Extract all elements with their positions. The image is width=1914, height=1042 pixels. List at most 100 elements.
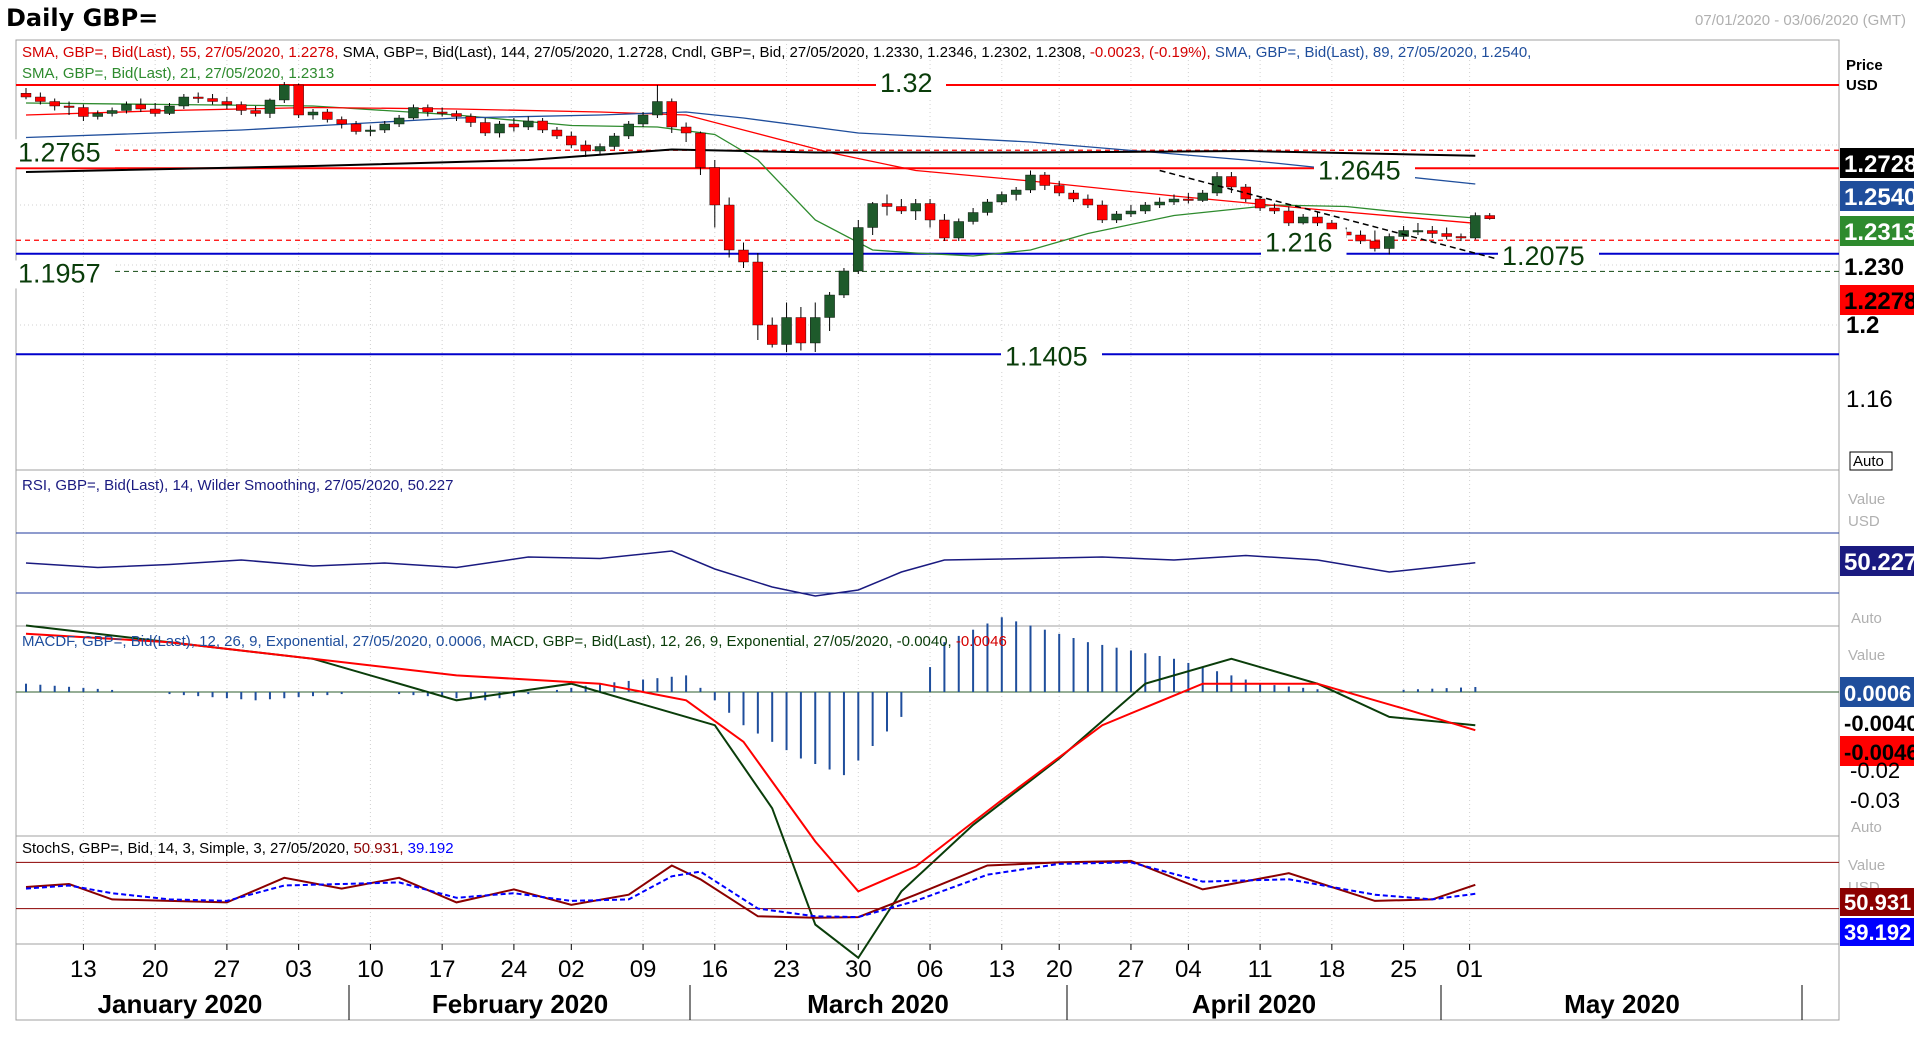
- macd-legend: MACDF, GBP=, Bid(Last), 12, 26, 9, Expon…: [22, 633, 1007, 650]
- price-badge-text: 1.2278: [1844, 288, 1914, 315]
- candle-body: [322, 111, 333, 120]
- price-legend: SMA, GBP=, Bid(Last), 55, 27/05/2020, 1.…: [22, 44, 1531, 61]
- candle-body: [867, 203, 878, 228]
- level-label: 1.1405: [1005, 341, 1088, 371]
- candle-body: [250, 110, 261, 114]
- candle-body: [1039, 174, 1051, 186]
- x-tick-label: 06: [917, 956, 944, 983]
- candle-body: [451, 113, 462, 117]
- candle-body: [422, 107, 433, 113]
- candle-body: [924, 203, 936, 221]
- candle-body: [523, 120, 534, 128]
- candle-body: [494, 123, 505, 134]
- level-label: 1.2645: [1318, 155, 1401, 185]
- x-tick-label: 02: [558, 956, 585, 983]
- candle-body: [580, 144, 591, 152]
- tick-label: 1.16: [1846, 386, 1893, 413]
- candle-body: [551, 129, 563, 137]
- x-tick-label: 11: [1248, 956, 1273, 983]
- trendline: [1159, 169, 1533, 270]
- macd-panel[interactable]: [15, 625, 1840, 837]
- rsi-axis-header: Value: [1848, 491, 1885, 508]
- candle-body: [781, 317, 792, 345]
- x-tick-label: 17: [429, 956, 456, 983]
- candle-body: [709, 167, 720, 206]
- x-tick-label: 13: [988, 956, 1015, 983]
- candle-body: [135, 104, 147, 110]
- candle-body: [1355, 234, 1366, 242]
- candle-body: [996, 194, 1007, 203]
- stoch-badge: [1840, 888, 1914, 916]
- month-label: May 2020: [1564, 989, 1680, 1019]
- macd-badge: [1840, 707, 1914, 737]
- x-tick-label: 20: [1046, 956, 1073, 983]
- price-badge: [1840, 181, 1914, 211]
- tick-label: 1.2: [1846, 312, 1879, 339]
- axis-header-price: Price: [1846, 57, 1883, 74]
- candle-body: [465, 116, 477, 123]
- candle-body: [566, 135, 577, 146]
- candle-body: [221, 101, 233, 105]
- auto-button: [1849, 451, 1893, 471]
- legend-part: SMA, GBP=, Bid(Last), 89, 27/05/2020, 1.…: [1215, 44, 1531, 61]
- candle-body: [480, 122, 491, 134]
- level-label-bg: [1261, 229, 1347, 258]
- candle-body: [1312, 216, 1323, 224]
- level-label-bg: [14, 139, 115, 168]
- candle-body: [1297, 216, 1309, 224]
- legend-part: SMA, GBP=, Bid(Last), 144, 27/05/2020, 1…: [343, 44, 672, 61]
- right-axis: Price USD 1.2728 1.2540 1.2313 1.230 1.22781.2…: [1840, 57, 1914, 946]
- candle-body: [293, 84, 304, 116]
- month-label: April 2020: [1192, 989, 1316, 1019]
- x-tick-label: 16: [701, 956, 728, 983]
- candle-body: [537, 120, 548, 131]
- price-badge-text: 1.2540: [1844, 184, 1914, 211]
- price-badge-text: 1.230: [1844, 254, 1904, 281]
- macd-badge: [1840, 677, 1914, 707]
- candle-body: [1111, 213, 1122, 221]
- price-badge: [1840, 251, 1914, 281]
- candle-body: [1254, 198, 1266, 209]
- candle-body: [1140, 204, 1151, 212]
- level-label: 1.2075: [1502, 241, 1585, 271]
- x-tick-label: 09: [630, 956, 657, 983]
- x-tick-label: 23: [773, 956, 800, 983]
- candle-body: [1082, 198, 1094, 206]
- candlestick-series: [20, 82, 1495, 352]
- candle-body: [149, 108, 161, 114]
- candle-body: [121, 104, 132, 111]
- candle-body: [1125, 210, 1137, 215]
- candle-body: [1470, 215, 1481, 239]
- candle-body: [752, 261, 764, 326]
- candle-body: [1484, 215, 1495, 219]
- candle-body: [838, 270, 850, 296]
- rsi-legend: RSI, GBP=, Bid(Last), 14, Wilder Smoothi…: [22, 477, 454, 494]
- candle-body: [236, 104, 247, 111]
- macd-axis-header: Value: [1848, 647, 1885, 664]
- candle-body: [350, 123, 362, 132]
- candle-body: [824, 294, 835, 318]
- macd-badge-text: -0.0046: [1844, 740, 1914, 765]
- month-label: January 2020: [98, 989, 263, 1019]
- legend-part: StochS, GBP=, Bid, 14, 3, Simple, 3, 27/…: [22, 840, 353, 857]
- candle-body: [508, 123, 520, 128]
- level-label: 1.216: [1265, 227, 1333, 257]
- candle-body: [810, 317, 821, 344]
- candle-body: [1427, 230, 1438, 234]
- stochastic-series: [16, 859, 1839, 919]
- candle-body: [1412, 230, 1424, 233]
- level-label-bg: [1498, 242, 1599, 271]
- price-badge-text: 1.2313: [1844, 219, 1914, 246]
- x-tick-label: 01: [1456, 956, 1483, 983]
- stoch-badge: [1840, 918, 1914, 946]
- rsi-line: [25, 550, 1476, 597]
- candle-body: [1025, 174, 1036, 191]
- stoch-badge-text: 39.192: [1844, 920, 1911, 945]
- candle-body: [1283, 210, 1295, 224]
- price-badge-text: 1.2728: [1844, 151, 1914, 178]
- price-badge: [1840, 216, 1914, 246]
- candle-body: [178, 96, 190, 107]
- axis-header-currency: USD: [1846, 77, 1878, 94]
- macd-tick: -0.03: [1850, 788, 1900, 813]
